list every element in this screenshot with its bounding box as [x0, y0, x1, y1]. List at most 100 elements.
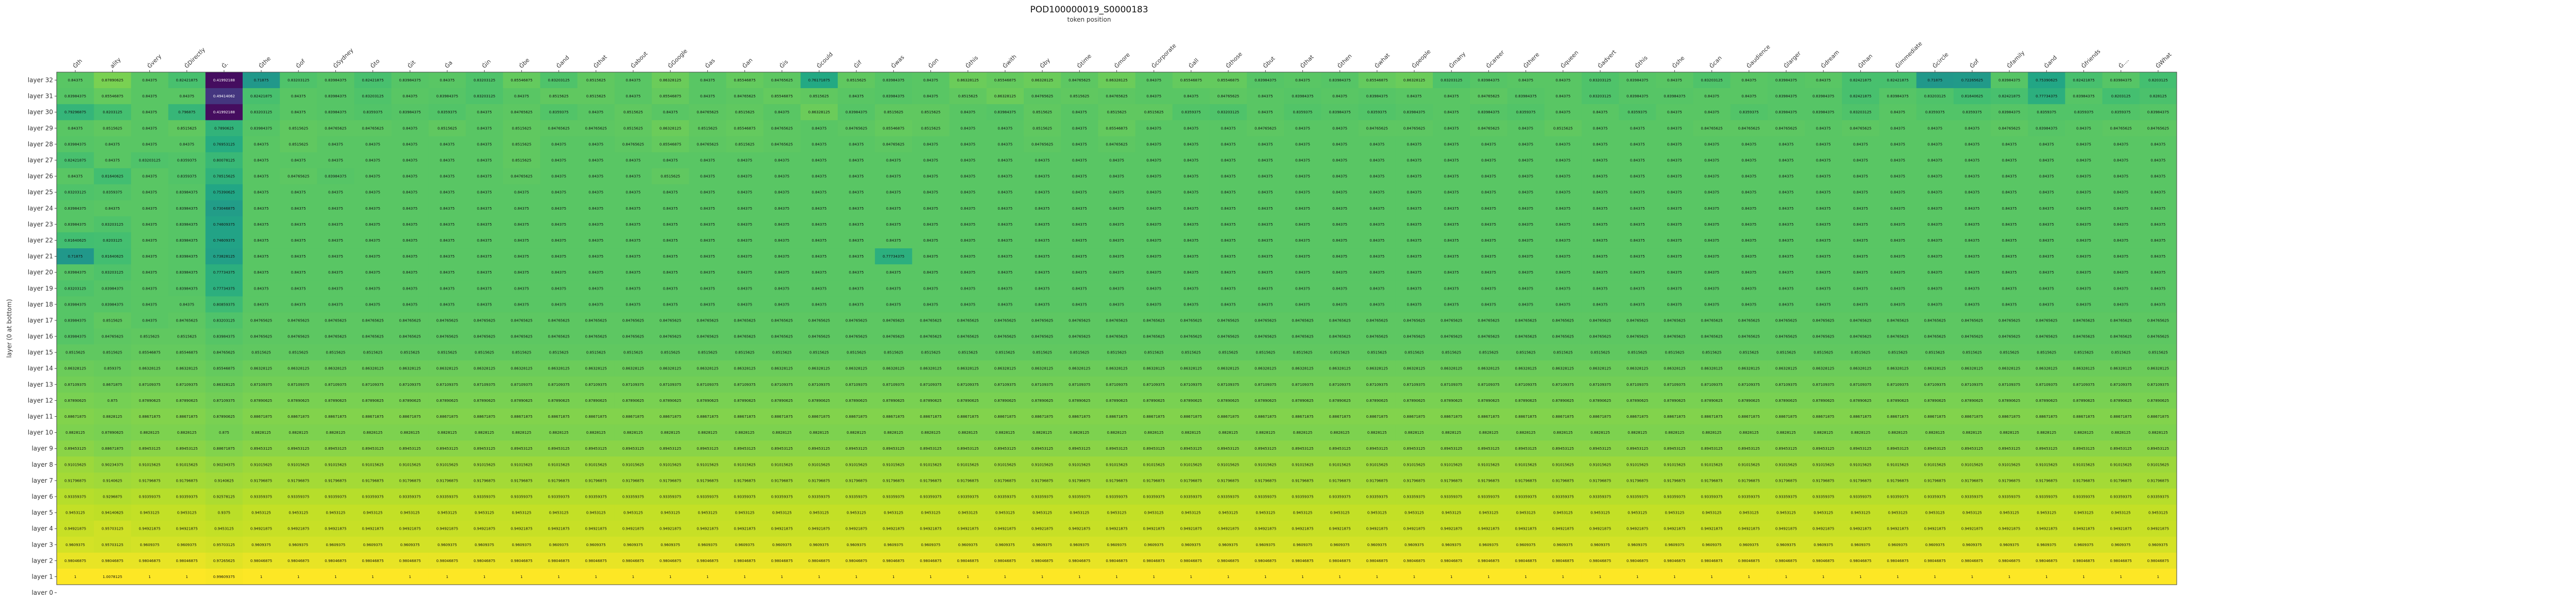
cell-value-label: 0.91796875: [511, 479, 532, 483]
cell-value-label: 0.88671875: [771, 415, 793, 419]
cell-value-label: 1: [1524, 575, 1527, 579]
cell-value-label: 0.8515625: [735, 351, 755, 355]
cell-value-label: 0.84375: [402, 302, 417, 307]
cell-value-label: 0.9453125: [65, 511, 85, 515]
heatmap-cell: [1879, 104, 1917, 121]
cell-value-label: 0.84375: [1035, 302, 1050, 307]
cell-value-label: 0.98046875: [1775, 559, 1797, 563]
cell-value-label: 0.84765625: [1069, 318, 1090, 322]
cell-value-label: 0.84375: [365, 159, 380, 163]
x-tick-label: Ġif: [853, 59, 863, 70]
cell-value-label: 0.8515625: [1628, 351, 1647, 355]
x-tick-label: Ġ....: [2117, 57, 2130, 70]
cell-value-label: 0.84375: [1741, 286, 1756, 291]
cell-value-label: 0.82421875: [250, 94, 272, 98]
cell-value-label: 0.84375: [1853, 286, 1868, 291]
cell-value-label: 0.84765625: [883, 142, 904, 146]
cell-value-label: 0.91796875: [1515, 479, 1536, 483]
cell-value-label: 0.89453125: [64, 447, 86, 451]
cell-value-label: 0.84375: [105, 142, 120, 146]
cell-value-label: 0.8515625: [846, 351, 866, 355]
cell-value-label: 0.86328125: [1478, 367, 1499, 371]
heatmap-cell: [1098, 88, 1136, 105]
cell-value-label: 0.87109375: [1887, 383, 1908, 387]
cell-value-label: 0.88671875: [1552, 415, 1574, 419]
cell-value-label: 0.82421875: [1887, 78, 1908, 82]
cell-value-label: 0.84375: [1927, 286, 1942, 291]
heatmap-cell: [875, 88, 912, 105]
cell-value-label: 0.84375: [440, 142, 455, 146]
x-tick-label: Ġand: [555, 54, 571, 70]
cell-value-label: 0.8515625: [1144, 110, 1164, 114]
cell-value-label: 0.84375: [1481, 286, 1496, 291]
cell-value-label: 0.84375: [1481, 239, 1496, 243]
cell-value-label: 0.94921875: [1775, 527, 1797, 531]
x-tick-label: Ġthat: [592, 54, 609, 70]
cell-value-label: 0.88671875: [436, 415, 458, 419]
cell-value-label: 0.94921875: [1515, 527, 1536, 531]
cell-value-label: 0.84375: [1146, 223, 1161, 227]
heatmap-cell: [689, 88, 726, 105]
x-tick-label: Ġcircle: [1931, 51, 1950, 70]
cell-value-label: 0.84375: [663, 207, 678, 211]
cell-value-label: 0.84375: [626, 239, 641, 243]
cell-value-label: 0.8828125: [2148, 431, 2168, 435]
heatmap-cell: [838, 88, 875, 105]
cell-value-label: 0.84765625: [771, 335, 793, 339]
cell-value-label: 0.84375: [1593, 286, 1608, 291]
cell-value-label: 0.98046875: [101, 559, 123, 563]
cell-value-label: 0.84375: [291, 110, 306, 114]
cell-value-label: 0.86328125: [511, 367, 532, 371]
cell-value-label: 0.9453125: [1776, 511, 1796, 515]
x-tick-label: Ġto: [369, 58, 381, 70]
cell-value-label: 0.83203125: [1217, 110, 1239, 114]
cell-value-label: 0.86328125: [1440, 367, 1462, 371]
x-tick-label: Ġof: [295, 58, 307, 70]
cell-value-label: 0.84375: [1853, 270, 1868, 275]
cell-value-label: 0.8828125: [177, 431, 197, 435]
cell-value-label: 0.84375: [700, 78, 715, 82]
cell-value-label: 0.91015625: [1143, 463, 1165, 467]
cell-value-label: 0.98046875: [1217, 559, 1239, 563]
cell-value-label: 0.9453125: [1293, 511, 1313, 515]
heatmap-cell: [540, 104, 578, 121]
heatmap-cell: [94, 168, 131, 185]
cell-value-label: 0.84375: [1332, 207, 1347, 211]
cell-value-label: 0.89453125: [548, 447, 569, 451]
heatmap-cell: [354, 184, 392, 201]
cell-value-label: 0.9453125: [363, 511, 383, 515]
cell-value-label: 1: [1562, 575, 1564, 579]
cell-value-label: 0.84375: [254, 223, 269, 227]
cell-value-label: 0.84375: [663, 191, 678, 195]
cell-value-label: 0.84765625: [1478, 126, 1499, 130]
cell-value-label: 0.9453125: [2037, 511, 2056, 515]
cell-value-label: 0.9609375: [1479, 543, 1499, 547]
cell-value-label: 0.93359375: [1143, 495, 1165, 499]
cell-value-label: 0.84375: [2076, 239, 2091, 243]
cell-value-label: 0.87890625: [1998, 399, 2020, 403]
heatmap-cell: [1247, 136, 1284, 152]
cell-value-label: 0.84375: [997, 207, 1012, 211]
cell-value-label: 0.93359375: [1403, 495, 1425, 499]
cell-value-label: 0.86328125: [1961, 367, 1983, 371]
cell-value-label: 0.84765625: [1255, 126, 1276, 130]
cell-value-label: 0.84375: [1667, 239, 1682, 243]
cell-value-label: 0.87109375: [1552, 383, 1574, 387]
cell-value-label: 0.84375: [440, 239, 455, 243]
cell-value-label: 0.98046875: [585, 559, 607, 563]
cell-value-label: 0.84375: [588, 286, 603, 291]
cell-value-label: 0.84375: [923, 254, 938, 259]
heatmap-cell: [2065, 152, 2103, 169]
cell-value-label: 0.84375: [2113, 286, 2128, 291]
cell-value-label: 0.88671875: [1329, 415, 1351, 419]
heatmap-cell: [1544, 104, 1582, 121]
heatmap-cell: [2139, 120, 2177, 137]
cell-value-label: 0.84765625: [1998, 318, 2020, 322]
cell-value-label: 0.8359375: [437, 110, 457, 114]
heatmap-cell: [131, 88, 169, 105]
cell-value-label: 0.84375: [626, 270, 641, 275]
cell-value-label: 0.85546875: [734, 126, 755, 130]
heatmap-cell: [1172, 72, 1210, 89]
cell-value-label: 0.9453125: [251, 511, 271, 515]
heatmap-cell: [1024, 120, 1061, 137]
